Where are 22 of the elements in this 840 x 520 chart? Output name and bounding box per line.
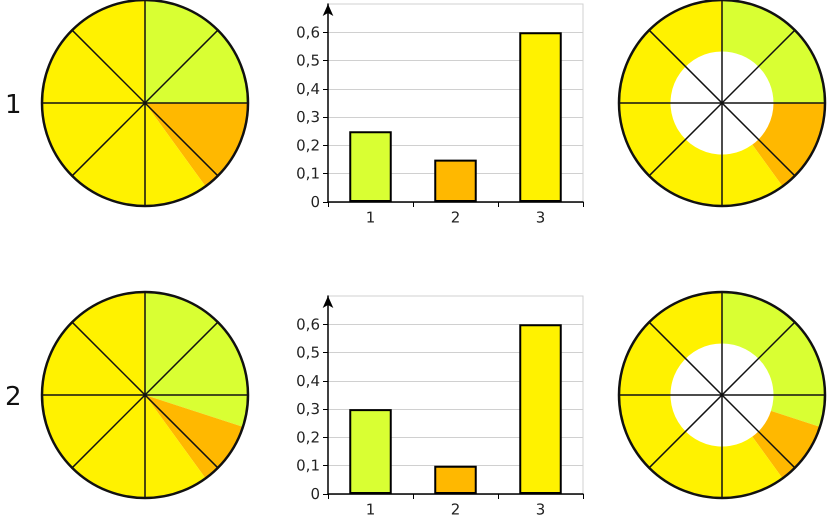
y-tick-label: 0: [310, 193, 320, 211]
x-tick-label: 1: [366, 208, 376, 226]
x-tick-label: 2: [450, 208, 460, 226]
y-tick-label: 0: [310, 485, 320, 503]
y-tick-label: 0,2: [296, 428, 320, 446]
x-tick-label: 3: [536, 208, 546, 226]
y-tick-label: 0,6: [296, 23, 320, 42]
y-tick-label: 0,4: [296, 80, 320, 98]
x-tick-label: 3: [536, 500, 546, 518]
y-tick-label: 0,2: [296, 136, 320, 154]
y-tick-label: 0,1: [296, 456, 320, 475]
y-tick-label: 0,1: [296, 164, 320, 183]
x-tick-label: 2: [450, 500, 460, 518]
text: 2: [5, 382, 22, 412]
y-tick-label: 0,6: [296, 315, 320, 334]
y-tick-label: 0,3: [296, 400, 320, 418]
y-tick-label: 0,5: [296, 52, 320, 70]
y-tick-label: 0,5: [296, 344, 320, 362]
y-tick-label: 0,4: [296, 372, 320, 390]
x-tick-label: 1: [366, 500, 376, 518]
text: 1: [5, 90, 22, 120]
y-tick-label: 0,3: [296, 108, 320, 126]
